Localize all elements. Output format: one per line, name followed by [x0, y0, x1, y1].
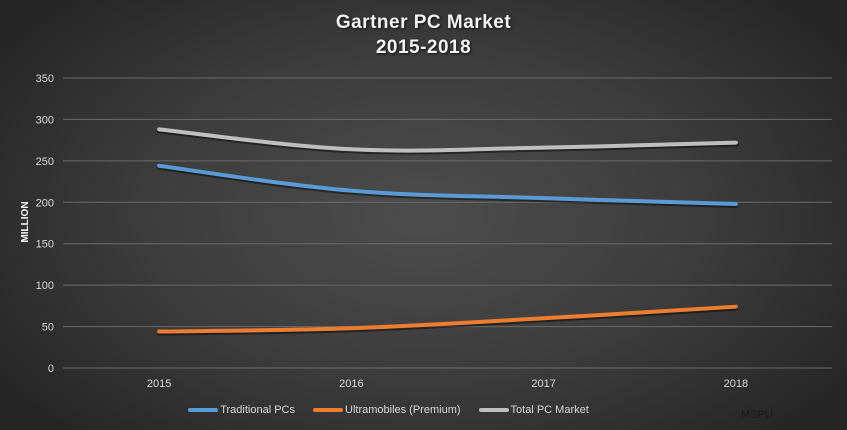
- y-axis-label: MILLION: [20, 201, 31, 242]
- x-tick-label: 2016: [339, 378, 363, 390]
- y-tick-label: 50: [42, 322, 54, 334]
- series-line: [157, 127, 738, 153]
- legend-label: Traditional PCs: [220, 404, 295, 416]
- legend-item: Total PC Market: [478, 404, 589, 416]
- y-tick-label: 200: [36, 197, 54, 209]
- legend-swatch: [478, 408, 509, 412]
- x-tick-label: 2017: [531, 378, 555, 390]
- y-tick-label: 300: [36, 114, 54, 126]
- legend-label: Total PC Market: [510, 404, 589, 416]
- y-tick-label: 350: [36, 73, 54, 85]
- legend: Traditional PCs Ultramobiles (Premium) Tot…: [0, 404, 812, 416]
- chart-title-line2: 2015-2018: [375, 37, 472, 58]
- y-tick-label: 0: [48, 363, 54, 375]
- gridlines: [63, 77, 832, 369]
- legend-item: Traditional PCs: [188, 404, 295, 416]
- watermark: MSPU: [741, 409, 773, 421]
- x-tick-label: 2015: [147, 378, 171, 390]
- series-line: [157, 304, 738, 334]
- y-tick-label: 250: [36, 156, 54, 168]
- legend-swatch: [313, 408, 343, 412]
- chart-title-line1: Gartner PC Market: [335, 12, 512, 33]
- y-tick-label: 100: [36, 280, 54, 292]
- y-tick-label: 150: [36, 239, 54, 251]
- x-tick-label: 2018: [724, 378, 748, 390]
- legend-swatch: [188, 408, 219, 412]
- y-axis-ticks: 0 50 100 150 200 250 300 350: [36, 73, 54, 375]
- x-axis-ticks: 2015 2016 2017 2018: [147, 378, 748, 390]
- legend-item: Ultramobiles (Premium): [313, 404, 461, 416]
- series-lines: [156, 127, 739, 336]
- legend-label: Ultramobiles (Premium): [345, 404, 461, 416]
- series-line: [157, 163, 738, 206]
